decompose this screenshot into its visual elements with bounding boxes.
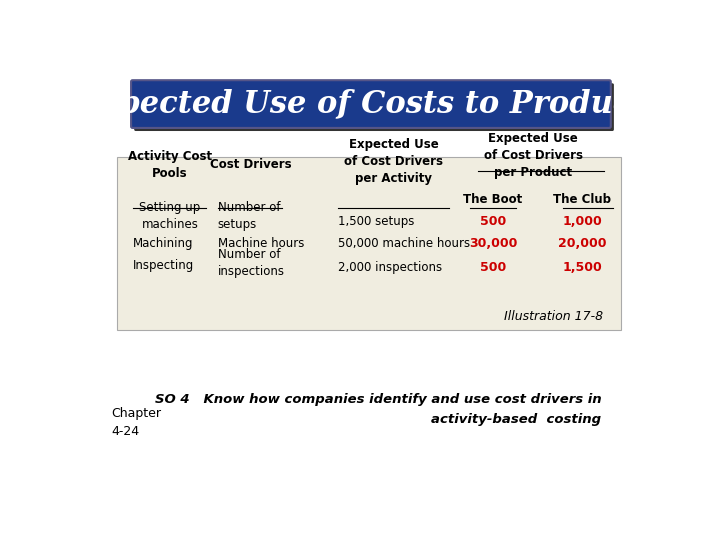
Text: Inspecting: Inspecting [132, 259, 194, 272]
Text: Cost Drivers: Cost Drivers [210, 158, 291, 171]
Text: Activity Cost
Pools: Activity Cost Pools [127, 150, 212, 180]
Text: Expected Use of Costs to Products: Expected Use of Costs to Products [78, 89, 664, 119]
Text: 20,000: 20,000 [558, 237, 606, 250]
Text: Illustration 17-8: Illustration 17-8 [504, 310, 603, 323]
Text: SO 4   Know how companies identify and use cost drivers in
                     : SO 4 Know how companies identify and use… [155, 393, 601, 426]
Text: Number of
inspections: Number of inspections [218, 248, 285, 279]
Text: 50,000 machine hours: 50,000 machine hours [338, 237, 470, 250]
Text: Expected Use
of Cost Drivers
per Product: Expected Use of Cost Drivers per Product [484, 132, 582, 179]
Text: 2,000 inspections: 2,000 inspections [338, 261, 442, 274]
Text: Expected Use
of Cost Drivers
per Activity: Expected Use of Cost Drivers per Activit… [344, 138, 444, 185]
Text: Chapter
4-24: Chapter 4-24 [112, 407, 162, 438]
Text: 30,000: 30,000 [469, 237, 517, 250]
Text: The Club: The Club [553, 193, 611, 206]
FancyBboxPatch shape [117, 157, 621, 330]
Text: 500: 500 [480, 214, 506, 228]
Text: 1,500: 1,500 [562, 261, 602, 274]
Text: The Boot: The Boot [464, 193, 523, 206]
Text: 500: 500 [480, 261, 506, 274]
Text: Machine hours: Machine hours [218, 237, 305, 250]
Text: Machining: Machining [132, 237, 193, 250]
FancyBboxPatch shape [134, 83, 614, 131]
Text: Number of
setups: Number of setups [218, 201, 280, 231]
FancyBboxPatch shape [131, 80, 611, 128]
Text: 1,000: 1,000 [562, 214, 602, 228]
Text: 1,500 setups: 1,500 setups [338, 214, 415, 228]
Text: Setting up
machines: Setting up machines [139, 201, 200, 231]
